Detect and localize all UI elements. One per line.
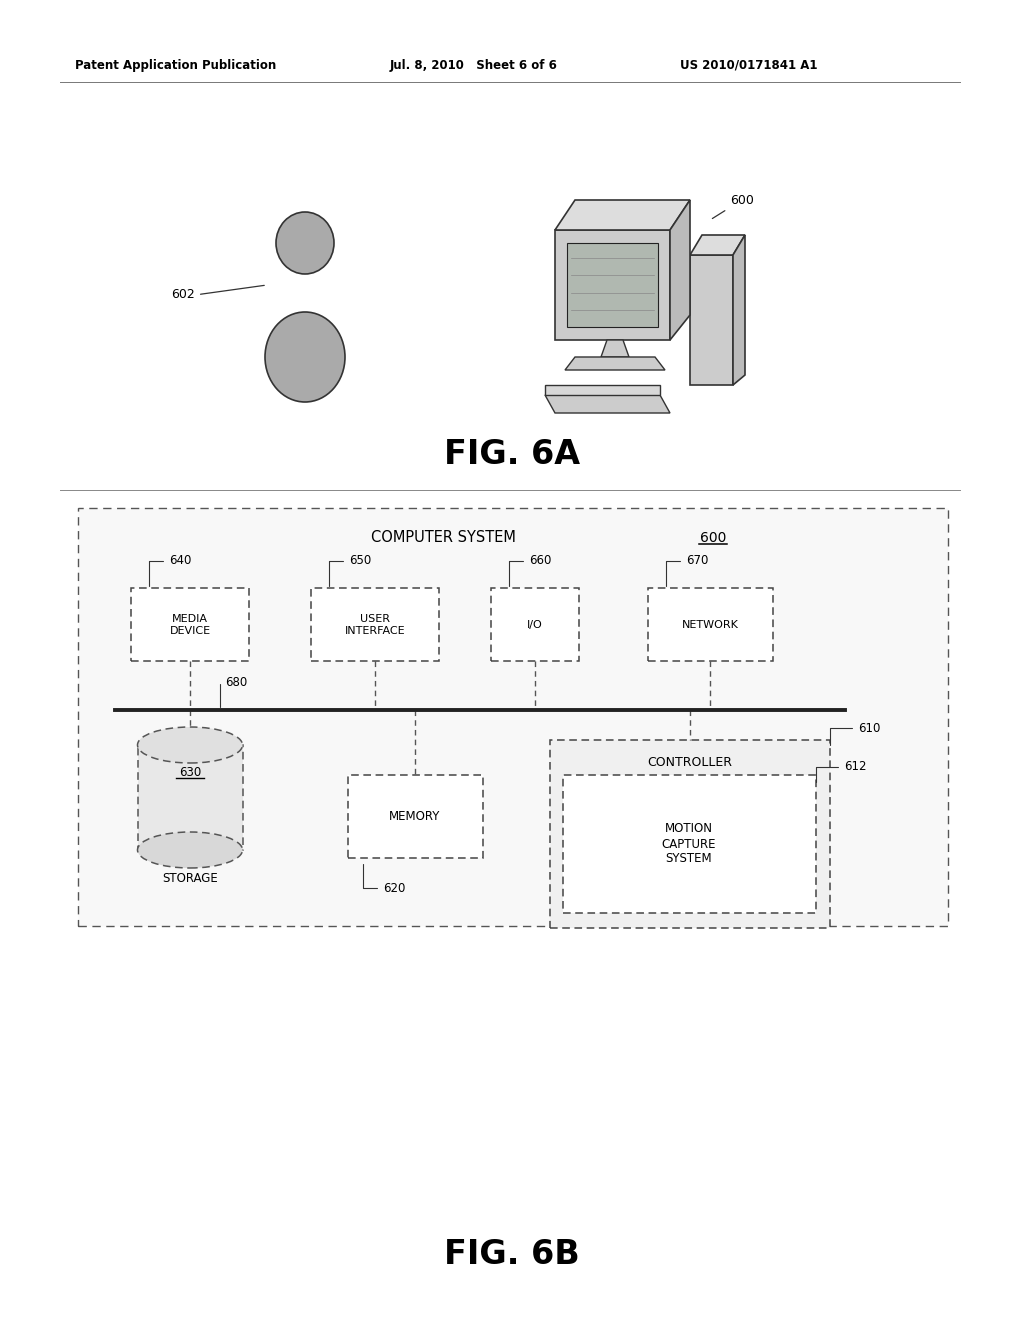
Text: MEMORY: MEMORY <box>389 809 440 822</box>
Text: 600: 600 <box>713 194 754 219</box>
Polygon shape <box>545 385 660 395</box>
Text: 660: 660 <box>509 554 551 586</box>
Polygon shape <box>565 356 665 370</box>
FancyBboxPatch shape <box>490 587 579 661</box>
Text: FIG. 6A: FIG. 6A <box>444 438 580 471</box>
Text: STORAGE: STORAGE <box>162 871 218 884</box>
FancyBboxPatch shape <box>131 587 249 661</box>
Text: 620: 620 <box>362 863 406 895</box>
Polygon shape <box>545 395 670 413</box>
Text: COMPUTER SYSTEM: COMPUTER SYSTEM <box>371 531 516 545</box>
FancyBboxPatch shape <box>550 741 830 928</box>
Text: 640: 640 <box>150 554 191 586</box>
Polygon shape <box>733 235 745 385</box>
Ellipse shape <box>265 312 345 403</box>
FancyBboxPatch shape <box>78 508 948 927</box>
Polygon shape <box>601 341 629 356</box>
Polygon shape <box>690 255 733 385</box>
Ellipse shape <box>137 727 243 763</box>
Text: CONTROLLER: CONTROLLER <box>647 755 732 768</box>
Text: I/O: I/O <box>527 620 543 630</box>
Text: NETWORK: NETWORK <box>682 620 738 630</box>
Text: Jul. 8, 2010   Sheet 6 of 6: Jul. 8, 2010 Sheet 6 of 6 <box>390 58 558 71</box>
Text: Patent Application Publication: Patent Application Publication <box>75 58 276 71</box>
Text: USER
INTERFACE: USER INTERFACE <box>345 614 406 636</box>
Polygon shape <box>670 201 690 341</box>
Polygon shape <box>567 243 658 327</box>
Text: 630: 630 <box>179 767 201 780</box>
FancyBboxPatch shape <box>348 775 483 858</box>
Text: MOTION
CAPTURE
SYSTEM: MOTION CAPTURE SYSTEM <box>662 822 716 866</box>
Text: 602: 602 <box>171 285 264 301</box>
Ellipse shape <box>276 213 334 275</box>
Ellipse shape <box>137 832 243 869</box>
Text: 610: 610 <box>830 722 881 746</box>
Text: US 2010/0171841 A1: US 2010/0171841 A1 <box>680 58 817 71</box>
Text: 670: 670 <box>666 554 709 586</box>
Text: FIG. 6B: FIG. 6B <box>444 1238 580 1271</box>
Text: 650: 650 <box>329 554 372 586</box>
Text: MEDIA
DEVICE: MEDIA DEVICE <box>169 614 211 636</box>
Text: 612: 612 <box>816 760 866 783</box>
FancyBboxPatch shape <box>563 775 816 913</box>
FancyBboxPatch shape <box>648 587 773 661</box>
Text: 680: 680 <box>220 676 247 708</box>
Polygon shape <box>690 235 745 255</box>
Polygon shape <box>555 230 670 341</box>
Text: 600: 600 <box>700 531 726 545</box>
FancyBboxPatch shape <box>138 744 243 850</box>
FancyBboxPatch shape <box>311 587 439 661</box>
Polygon shape <box>555 201 690 230</box>
